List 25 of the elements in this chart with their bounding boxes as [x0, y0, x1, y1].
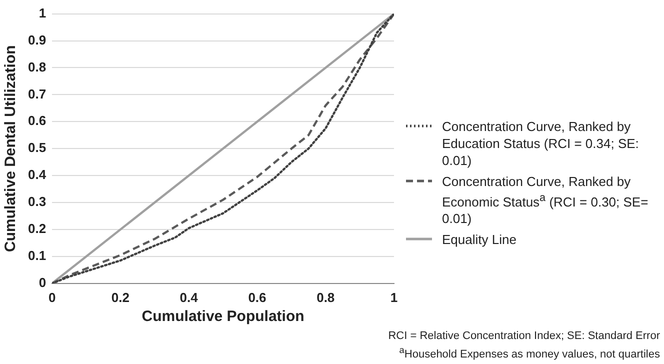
y-tick-label: 0.9 [28, 32, 46, 48]
y-axis-title: Cumulative Dental Utilization [2, 45, 20, 252]
y-tick-label: 0.5 [28, 140, 46, 156]
text: RCI = Relative Concentration Index; SE: Standard Error [388, 329, 660, 344]
legend-label: Equality Line [442, 231, 516, 248]
y-tick-label: 0.2 [28, 221, 46, 236]
x-tick-label: 0.6 [248, 290, 266, 305]
x-tick-label: 1 [390, 290, 398, 305]
x-axis-title: Cumulative Population [142, 308, 304, 326]
y-tick-label: 0.8 [28, 59, 46, 74]
y-tick-label: 1 [38, 5, 46, 20]
line-series [52, 14, 394, 284]
legend-label: Concentration Curve, Ranked by Education Status (RCI = 0.34; SE: 0.01) [442, 118, 640, 169]
x-tick-label: 0.8 [316, 290, 335, 305]
y-tick-label: 0.1 [28, 248, 46, 264]
x-tick-label: 0.4 [180, 290, 199, 305]
y-tick-label: 0 [38, 274, 46, 290]
y-tick-label: 0.3 [28, 194, 46, 210]
x-tick-label: 0 [48, 290, 56, 305]
text: Concentration Curve, Ranked by Economic Status$^{a}$ (RCI = 0.30; SE= 0.01) [442, 174, 648, 226]
y-tick-label: 0.7 [28, 86, 46, 102]
x-tick-label: 0.2 [111, 290, 130, 305]
y-tick-label: 0.4 [28, 167, 47, 182]
y-tick-label: 0.6 [28, 113, 46, 128]
text: $^{a}$Household Expenses as money values, not quartiles [398, 344, 660, 362]
